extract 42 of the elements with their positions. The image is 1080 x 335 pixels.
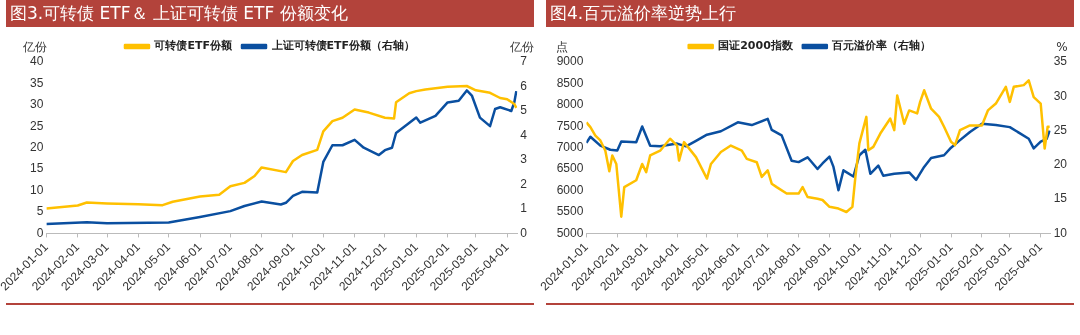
y2-tick-label: 15 — [1053, 191, 1068, 206]
y-tick-label: 20 — [30, 140, 44, 155]
y2-axis-title: % — [1056, 40, 1068, 55]
y-tick-label: 5 — [36, 204, 44, 219]
y-tick-label: 35 — [30, 75, 44, 90]
y-axis-title: 点 — [555, 40, 568, 55]
y-tick-label: 9000 — [556, 54, 584, 69]
legend-label: 国证2000指数 — [718, 39, 794, 53]
y-tick-label: 10 — [30, 182, 44, 197]
y-tick-label: 15 — [30, 161, 44, 176]
y-tick-label: 5000 — [556, 225, 584, 240]
y-axis-title: 亿份 — [22, 40, 48, 55]
y-tick-label: 6000 — [556, 182, 584, 197]
y-tick-label: 40 — [30, 54, 44, 69]
y2-tick-label: 4 — [520, 127, 528, 142]
y2-tick-label: 30 — [1053, 88, 1068, 103]
y-tick-label: 7500 — [556, 118, 584, 133]
y2-tick-label: 0 — [520, 225, 528, 240]
y-tick-label: 8000 — [556, 97, 584, 112]
y-tick-label: 25 — [30, 118, 44, 133]
y-tick-label: 0 — [36, 225, 44, 240]
y2-tick-label: 10 — [1053, 225, 1068, 240]
chart-title: 图4.百元溢价率逆势上行 — [546, 0, 1074, 27]
y-tick-label: 30 — [30, 97, 44, 112]
y2-axis-title: 亿份 — [509, 40, 534, 55]
y-tick-label: 5500 — [556, 204, 584, 219]
y-tick-label: 6500 — [556, 161, 584, 176]
legend-label: 上证可转债ETF份额（右轴） — [270, 39, 416, 53]
legend-label: 百元溢价率（右轴） — [831, 39, 932, 53]
y2-tick-label: 20 — [1053, 157, 1068, 172]
y2-tick-label: 35 — [1053, 54, 1068, 69]
y2-tick-label: 6 — [520, 78, 528, 93]
y-tick-label: 7000 — [556, 140, 584, 155]
y2-tick-label: 2 — [520, 176, 528, 191]
y2-tick-label: 7 — [520, 54, 528, 69]
y2-tick-label: 1 — [520, 201, 528, 216]
legend-label: 可转债ETF份额 — [153, 39, 233, 53]
y2-tick-label: 5 — [520, 103, 528, 118]
y2-tick-label: 25 — [1053, 122, 1068, 137]
y-tick-label: 8500 — [556, 75, 584, 90]
chart-title: 图3.可转债 ETF＆ 上证可转债 ETF 份额变化 — [6, 0, 534, 27]
y2-tick-label: 3 — [520, 152, 528, 167]
